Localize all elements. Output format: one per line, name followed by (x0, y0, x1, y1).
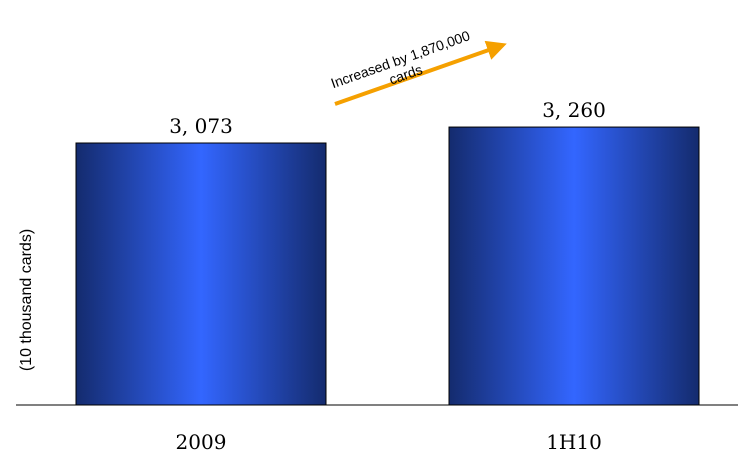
x-tick-label-2009: 2009 (176, 430, 227, 454)
x-tick-label-1h10: 1H10 (546, 430, 602, 454)
increase-arrow (334, 40, 507, 106)
bar-2009 (75, 142, 327, 406)
value-labels-layer: 3, 073 3, 260 (169, 98, 606, 138)
bar-1h10 (448, 126, 700, 406)
value-label-2009: 3, 073 (169, 114, 233, 138)
bars-layer (75, 126, 700, 406)
x-tick-labels-layer: 2009 1H10 (176, 430, 602, 454)
y-axis-label: (10 thousand cards) (18, 229, 35, 371)
increase-annotation: Increased by 1,870,000 cards (329, 27, 507, 106)
value-label-1h10: 3, 260 (542, 98, 606, 122)
